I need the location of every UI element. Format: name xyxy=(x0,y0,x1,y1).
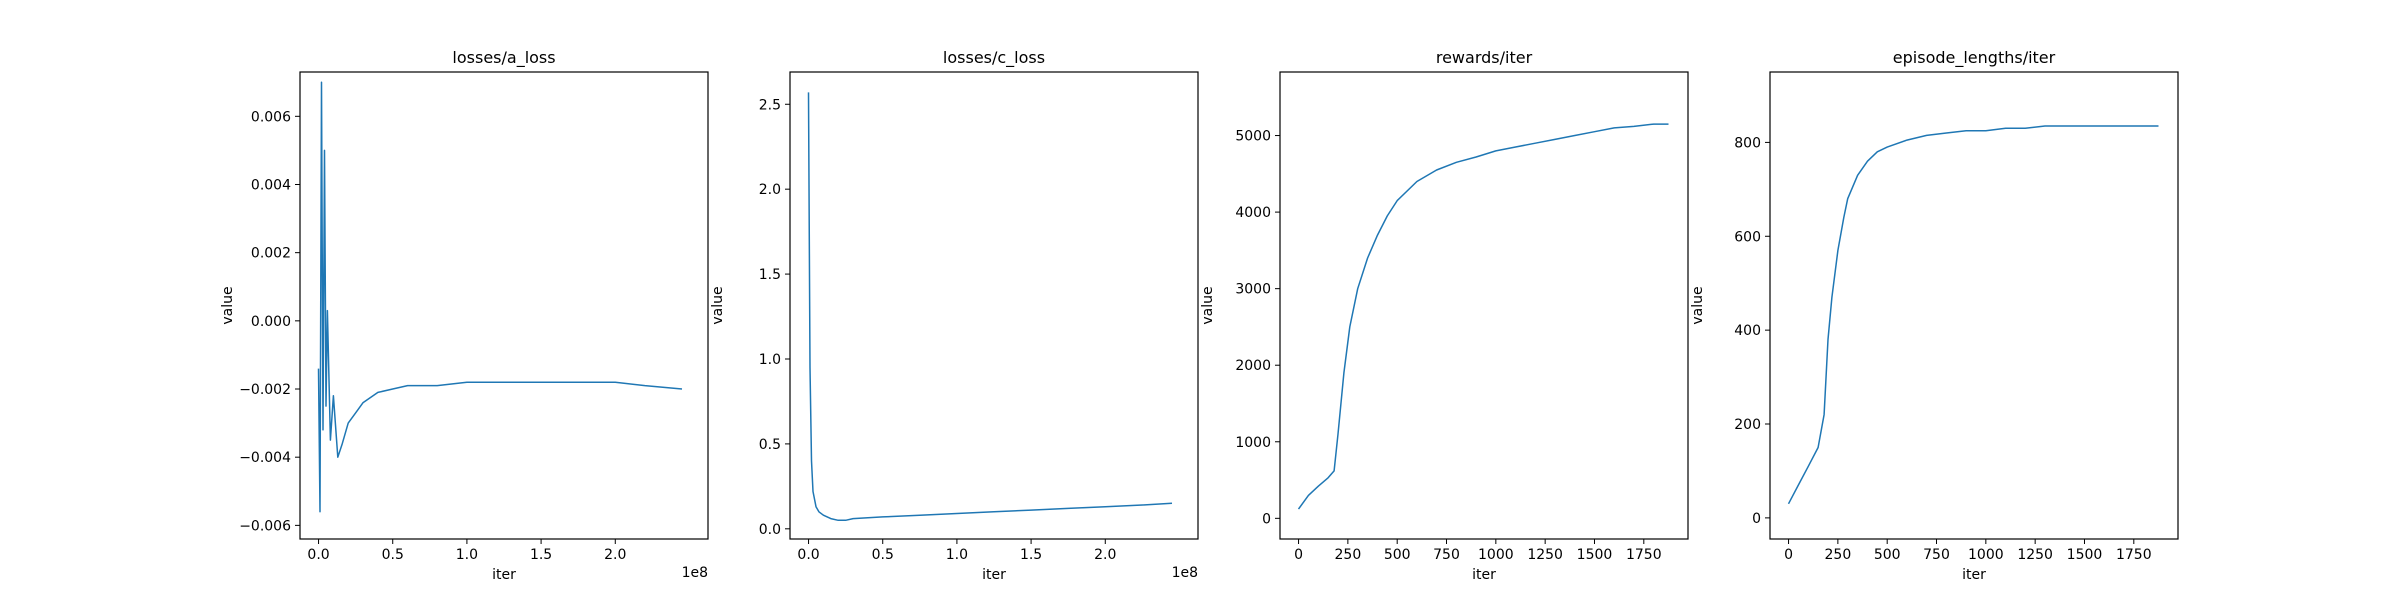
x-tick-label: 1.5 xyxy=(530,547,552,563)
plot-frame xyxy=(299,71,709,540)
x-tick-label: 1000 xyxy=(1968,547,2004,563)
y-tick-label: 400 xyxy=(1734,323,1761,339)
y-tick-label: 0 xyxy=(1262,511,1271,527)
y-tick-label: 2.5 xyxy=(759,97,781,113)
x-tick-label: 1250 xyxy=(2017,547,2053,563)
x-tick-label: 0 xyxy=(1294,547,1303,563)
x-tick-label: 1.0 xyxy=(456,547,478,563)
y-axis-label: value xyxy=(220,286,236,324)
y-tick-label: 0.004 xyxy=(251,177,291,193)
x-tick-label: 1750 xyxy=(1626,547,1662,563)
y-tick-label: 0.006 xyxy=(251,109,291,125)
y-tick-label: −0.006 xyxy=(239,518,291,534)
y-tick-label: 2000 xyxy=(1235,358,1271,374)
chart-title: losses/a_loss xyxy=(452,48,555,68)
chart-title: losses/c_loss xyxy=(943,48,1045,68)
y-tick-label: −0.002 xyxy=(239,382,291,398)
y-tick-label: −0.004 xyxy=(239,450,291,466)
x-tick-label: 2.0 xyxy=(604,547,626,563)
plot-frame xyxy=(1279,71,1689,540)
y-axis-label: value xyxy=(710,286,726,324)
x-tick-label: 0.5 xyxy=(872,547,894,563)
chart-panel-3: 0 250 500 750 1000 1250 1500 1750 0 200 400 600 800 e… xyxy=(1690,48,2179,583)
x-tick-label: 1.0 xyxy=(946,547,968,563)
x-tick-label: 1250 xyxy=(1527,547,1563,563)
x-tick-label: 500 xyxy=(1874,547,1901,563)
chart-panel-1: 0.0 0.5 1.0 1.5 2.0 0.0 0.5 1.0 1.5 2.0 2.5 losses/… xyxy=(710,48,1199,583)
x-tick-label: 0.5 xyxy=(382,547,404,563)
x-tick-label: 1000 xyxy=(1478,547,1514,563)
x-tick-label: 0.0 xyxy=(307,547,329,563)
series-line-0 xyxy=(807,92,1173,522)
chart-panel-0: 0.0 0.5 1.0 1.5 2.0 −0.006 −0.004 −0.002 0.000 0.… xyxy=(220,48,709,583)
y-tick-label: 200 xyxy=(1734,417,1761,433)
x-axis-label: iter xyxy=(982,567,1006,583)
x-tick-label: 1500 xyxy=(1577,547,1613,563)
x-tick-label: 500 xyxy=(1384,547,1411,563)
x-offset-text: 1e8 xyxy=(682,565,708,581)
y-tick-label: 0 xyxy=(1752,511,1761,527)
chart-title: episode_lengths/iter xyxy=(1893,48,2056,68)
y-tick-label: 0.000 xyxy=(251,314,291,330)
chart-title: rewards/iter xyxy=(1436,48,1533,67)
y-tick-label: 1.5 xyxy=(759,267,781,283)
y-axis-label: value xyxy=(1690,286,1706,324)
y-tick-label: 3000 xyxy=(1235,282,1271,298)
y-tick-label: 0.0 xyxy=(759,522,781,538)
y-tick-label: 5000 xyxy=(1235,129,1271,145)
x-offset-text: 1e8 xyxy=(1172,565,1198,581)
y-tick-label: 4000 xyxy=(1235,205,1271,221)
series-line-0 xyxy=(317,81,683,513)
x-tick-label: 0 xyxy=(1784,547,1793,563)
x-axis-label: iter xyxy=(492,567,516,583)
y-tick-label: 1000 xyxy=(1235,435,1271,451)
y-tick-label: 2.0 xyxy=(759,182,781,198)
x-tick-label: 750 xyxy=(1433,547,1460,563)
series-line-0 xyxy=(1297,123,1669,510)
x-tick-label: 750 xyxy=(1923,547,1950,563)
x-tick-label: 0.0 xyxy=(797,547,819,563)
series-line-0 xyxy=(1787,125,2159,505)
y-tick-label: 0.5 xyxy=(759,437,781,453)
plot-frame xyxy=(1769,71,2179,540)
y-axis-label: value xyxy=(1200,286,1216,324)
y-tick-label: 0.002 xyxy=(251,246,291,262)
y-tick-label: 1.0 xyxy=(759,352,781,368)
x-tick-label: 1500 xyxy=(2067,547,2103,563)
plot-frame xyxy=(789,71,1199,540)
x-tick-label: 1750 xyxy=(2116,547,2152,563)
y-tick-label: 600 xyxy=(1734,229,1761,245)
y-tick-label: 800 xyxy=(1734,135,1761,151)
x-tick-label: 1.5 xyxy=(1020,547,1042,563)
x-axis-label: iter xyxy=(1472,567,1496,583)
chart-panel-2: 0 250 500 750 1000 1250 1500 1750 0 1000 2000 3000 4… xyxy=(1200,48,1689,583)
x-tick-label: 2.0 xyxy=(1094,547,1116,563)
x-tick-label: 250 xyxy=(1825,547,1852,563)
x-axis-label: iter xyxy=(1962,567,1986,583)
x-tick-label: 250 xyxy=(1335,547,1362,563)
